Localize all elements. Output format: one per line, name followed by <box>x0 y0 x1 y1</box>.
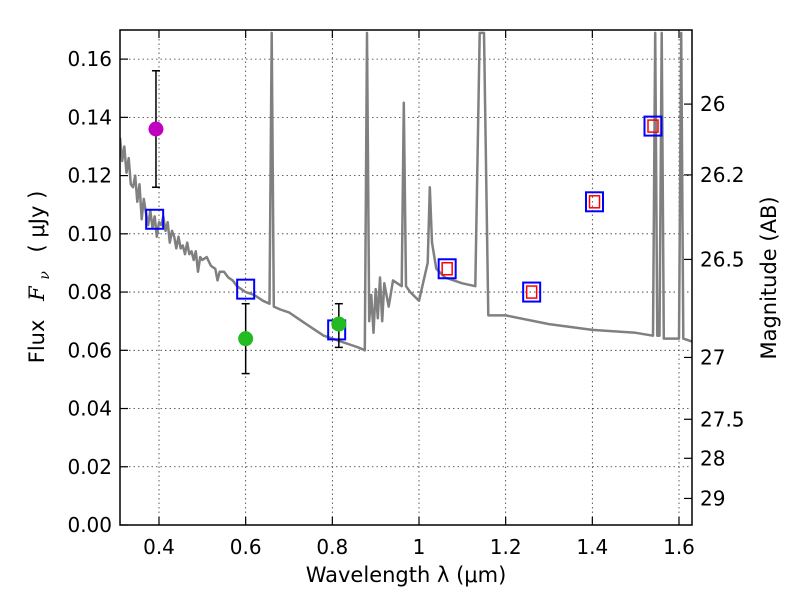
y-axis-label-symbol: F <box>25 285 49 302</box>
y-tick-label: 0.02 <box>67 455 112 479</box>
y-axis-label-unit: ( μJy ) <box>25 191 49 253</box>
spectrum-line <box>120 31 692 352</box>
spectrum-layer <box>120 31 692 352</box>
green-measurement-point <box>238 331 254 347</box>
grid <box>120 30 692 525</box>
x-tick-label: 1.2 <box>490 535 522 559</box>
y-tick-label: 0.12 <box>67 164 112 188</box>
x-tick-label: 0.6 <box>230 535 262 559</box>
mag-tick-label: 29 <box>700 486 725 510</box>
x-axis-label: Wavelength λ (μm) <box>306 563 507 587</box>
y-tick-label: 0.10 <box>67 222 112 246</box>
model-square <box>437 258 457 280</box>
x-tick-label: 1.4 <box>576 535 608 559</box>
mag-tick-label: 28 <box>700 446 725 470</box>
mag-tick-label: 26.2 <box>700 163 745 187</box>
y2-axis-label: Magnitude (AB) <box>757 196 781 359</box>
plot-frame <box>119 29 693 526</box>
y-tick-label: 0.16 <box>67 47 112 71</box>
model-square <box>145 208 165 230</box>
model-square <box>522 281 542 303</box>
x-tick-label: 0.8 <box>316 535 348 559</box>
upper-limit-square <box>441 262 453 276</box>
x-tick-label: 1.6 <box>663 535 695 559</box>
model-square <box>643 115 663 137</box>
mag-tick-label: 27 <box>700 345 725 369</box>
mag-tick-label: 27.5 <box>700 407 745 431</box>
mag-tick-label: 26 <box>700 92 725 116</box>
x-tick-label: 1 <box>413 535 426 559</box>
y-axis-label: Flux F ν ( μJy ) <box>25 191 54 364</box>
model-square <box>585 191 604 213</box>
upper-limit-square <box>588 195 601 209</box>
upper-limit-square <box>525 285 538 299</box>
marks-layer <box>145 70 663 375</box>
tick-labels: 0.4 0.6 0.8 1 1.2 1.4 1.6 0.00 0.02 0.04 0.06 0.08 0… <box>67 47 744 559</box>
y-tick-label: 0.04 <box>67 397 112 421</box>
y-tick-label: 0.14 <box>67 105 112 129</box>
y-tick-label: 0.06 <box>67 338 112 362</box>
upper-limit-square <box>647 119 659 133</box>
x-tick-label: 0.4 <box>143 535 175 559</box>
y-axis-label-text: Flux <box>25 320 49 364</box>
y-axis-label-subscript: ν <box>37 271 53 280</box>
green-measurement-point <box>331 316 347 332</box>
ticks <box>120 30 692 526</box>
y-tick-label: 0.00 <box>67 513 112 537</box>
y-tick-label: 0.08 <box>67 280 112 304</box>
model-square <box>236 278 256 300</box>
magenta-measurement-point <box>148 121 164 137</box>
mag-tick-label: 26.5 <box>700 247 745 271</box>
